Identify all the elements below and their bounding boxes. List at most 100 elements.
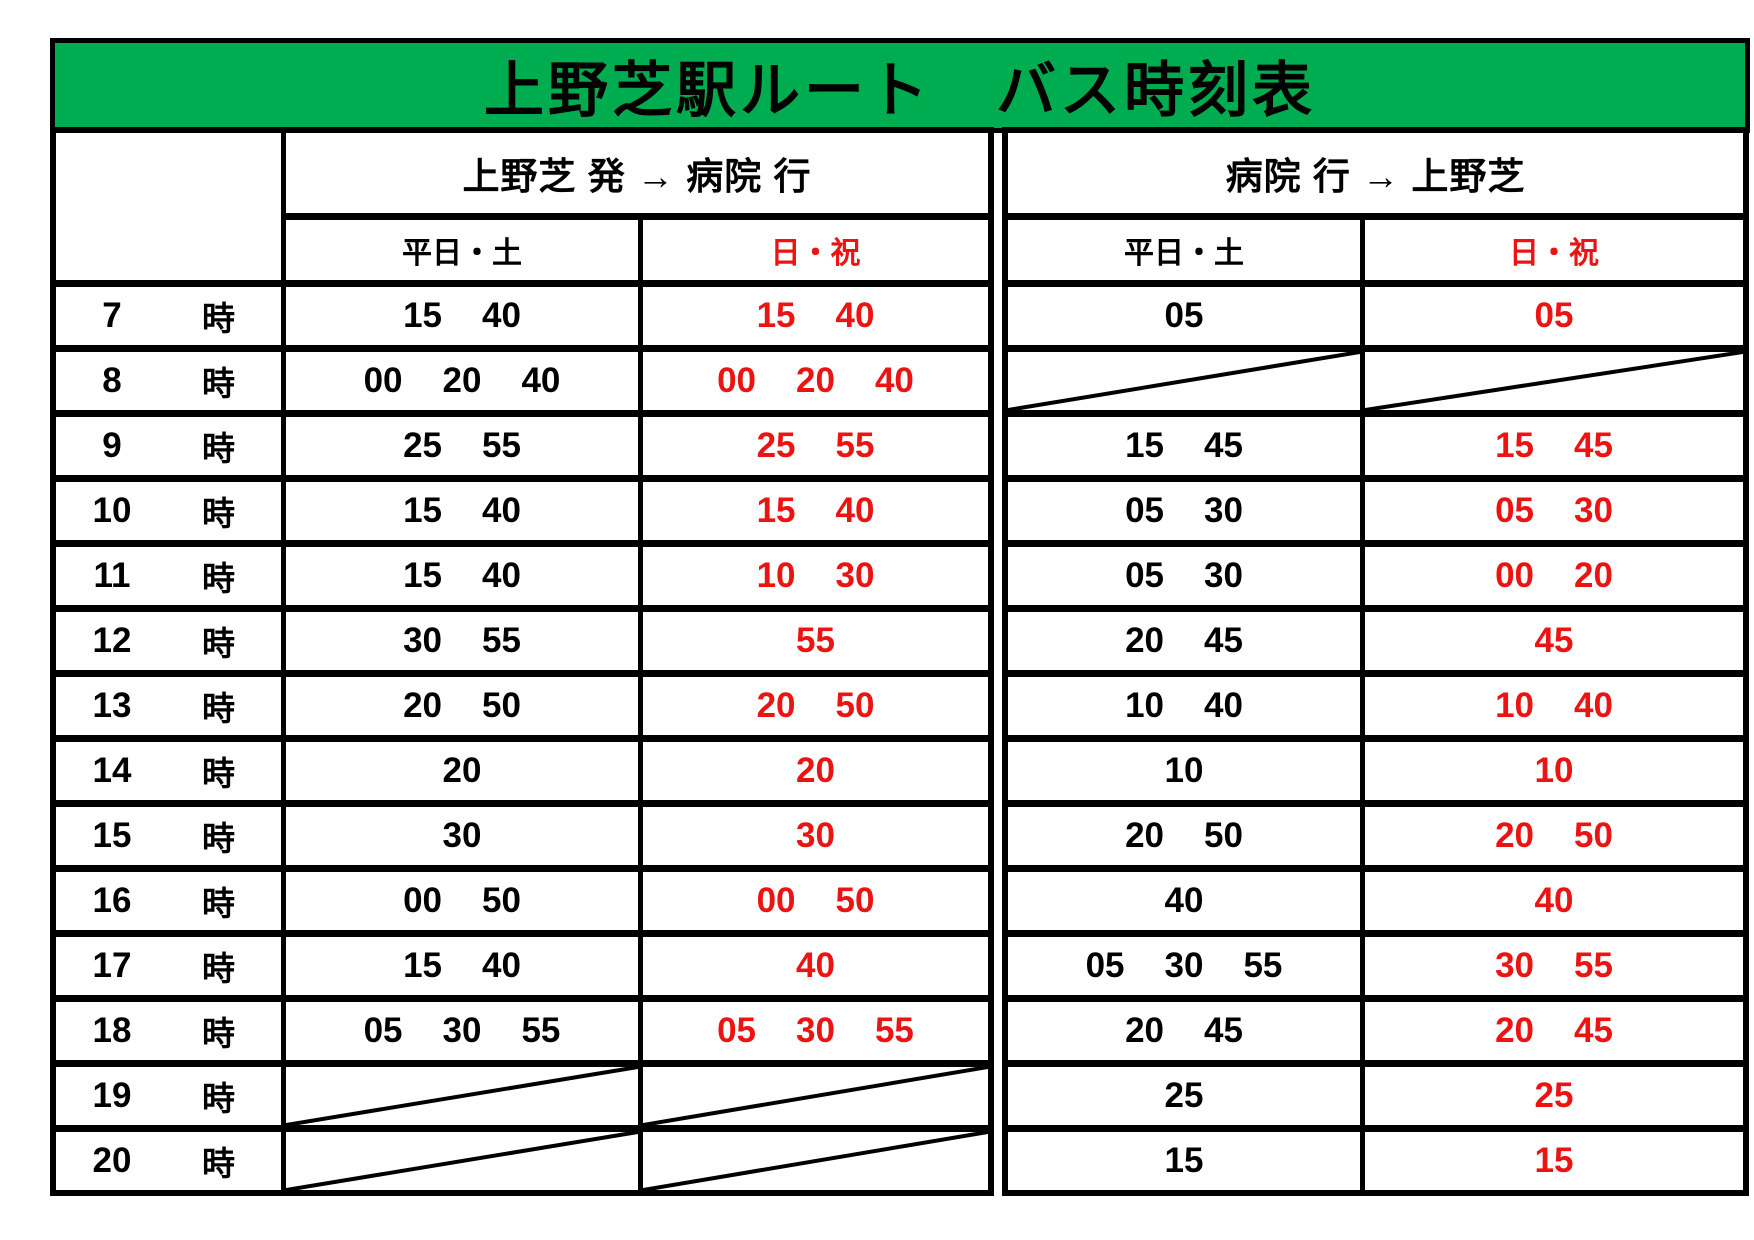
outbound-holiday-times-18: 05 30 55 — [643, 1002, 988, 1060]
inbound-holiday-header: 日・祝 — [1365, 220, 1743, 280]
outbound-weekday-times-20-no-service — [286, 1132, 638, 1190]
minute-value: 05 — [1125, 556, 1164, 595]
no-service-diagonal-line — [286, 1132, 638, 1190]
minute-value: 05 — [717, 1011, 757, 1050]
inbound-weekday-times-20: 15 — [1008, 1132, 1360, 1190]
no-service-diagonal-line — [286, 1067, 638, 1125]
hour-number: 13 — [92, 686, 132, 725]
hour-number: 9 — [102, 426, 122, 465]
inbound-weekday-times-13: 10 40 — [1008, 677, 1360, 735]
inbound-holiday-times-11: 00 20 — [1365, 547, 1743, 605]
inbound-holiday-times-13: 10 40 — [1365, 677, 1743, 735]
inbound-weekday-times-8-no-service — [1008, 352, 1360, 410]
hour-cell-11: 11 時 — [56, 547, 281, 605]
minute-value: 25 — [403, 426, 442, 465]
outbound-holiday-times-16: 00 50 — [643, 872, 988, 930]
outbound-holiday-times-10: 15 40 — [643, 482, 988, 540]
minute-value: 55 — [482, 426, 521, 465]
outbound-holiday-times-13: 20 50 — [643, 677, 988, 735]
minute-value: 45 — [1204, 426, 1243, 465]
minute-value: 25 — [756, 426, 796, 465]
minute-value: 40 — [874, 361, 914, 400]
inbound-weekday-label: 平日・土 — [1124, 237, 1244, 270]
hour-number: 18 — [92, 1011, 132, 1050]
inbound-holiday-times-18: 20 45 — [1365, 1002, 1743, 1060]
inbound-weekday-times-9: 15 45 — [1008, 417, 1360, 475]
hour-suffix: 時 — [202, 300, 235, 337]
minute-value: 45 — [1204, 1011, 1243, 1050]
minute-value: 40 — [835, 491, 875, 530]
outbound-table: 上野芝 発 → 病院 行 平日・土 日・祝 7 時 15 40 15 40 8 時 00 20 40… — [50, 127, 994, 1196]
minute-value: 55 — [835, 426, 875, 465]
inbound-table: 病院 行 → 上野芝 平日・土 日・祝 05 05 15 45 15 45 05 30 05 30… — [1002, 127, 1749, 1196]
minute-value: 15 — [1125, 426, 1164, 465]
inbound-weekday-times-10: 05 30 — [1008, 482, 1360, 540]
minute-value: 30 — [796, 1011, 835, 1050]
minute-value: 40 — [835, 296, 875, 335]
minute-value: 15 — [756, 491, 796, 530]
inbound-weekday-times-16: 40 — [1008, 872, 1360, 930]
inbound-weekday-times-17: 05 30 55 — [1008, 937, 1360, 995]
outbound-weekday-times-13: 20 50 — [286, 677, 638, 735]
inbound-holiday-times-10: 05 30 — [1365, 482, 1743, 540]
minute-value: 10 — [1125, 686, 1164, 725]
corner-blank-cell — [56, 133, 281, 280]
outbound-weekday-times-7: 15 40 — [286, 287, 638, 345]
outbound-holiday-times-9: 25 55 — [643, 417, 988, 475]
hour-suffix: 時 — [202, 430, 235, 467]
minute-value: 10 — [1164, 751, 1204, 790]
hour-suffix: 時 — [202, 1015, 235, 1052]
outbound-holiday-times-15: 30 — [643, 807, 988, 865]
inbound-holiday-times-7: 05 — [1365, 287, 1743, 345]
minute-value: 20 — [756, 686, 796, 725]
inbound-holiday-times-8-no-service — [1365, 352, 1743, 410]
hour-suffix: 時 — [202, 755, 235, 792]
minute-value: 10 — [1534, 751, 1574, 790]
minute-value: 55 — [1243, 946, 1283, 985]
minute-value: 15 — [403, 946, 442, 985]
minute-value: 40 — [482, 946, 521, 985]
inbound-weekday-times-11: 05 30 — [1008, 547, 1360, 605]
minute-value: 05 — [1164, 296, 1204, 335]
minute-value: 50 — [482, 881, 521, 920]
minute-value: 20 — [442, 751, 482, 790]
inbound-holiday-times-14: 10 — [1365, 742, 1743, 800]
minute-value: 05 — [1495, 491, 1534, 530]
outbound-holiday-times-17: 40 — [643, 937, 988, 995]
minute-value: 30 — [403, 621, 442, 660]
minute-value: 25 — [1534, 1076, 1574, 1115]
minute-value: 40 — [1574, 686, 1613, 725]
outbound-weekday-times-9: 25 55 — [286, 417, 638, 475]
minute-value: 30 — [1204, 491, 1243, 530]
minute-value: 20 — [1574, 556, 1613, 595]
minute-value: 30 — [835, 556, 875, 595]
inbound-weekday-header: 平日・土 — [1008, 220, 1360, 280]
hour-number: 15 — [92, 816, 132, 855]
hour-number: 11 — [93, 556, 131, 595]
outbound-holiday-times-8: 00 20 40 — [643, 352, 988, 410]
hour-cell-17: 17 時 — [56, 937, 281, 995]
minute-value: 20 — [796, 361, 835, 400]
no-service-diagonal-line — [1365, 352, 1743, 410]
minute-value: 20 — [1125, 621, 1164, 660]
minute-value: 20 — [1495, 816, 1534, 855]
hour-suffix: 時 — [202, 625, 235, 662]
minute-value: 30 — [1495, 946, 1534, 985]
hour-cell-19: 19 時 — [56, 1067, 281, 1125]
title-banner: 上野芝駅ルート バス時刻表 — [50, 38, 1750, 133]
minute-value: 15 — [756, 296, 796, 335]
inbound-holiday-times-15: 20 50 — [1365, 807, 1743, 865]
minute-value: 50 — [1574, 816, 1613, 855]
minute-value: 40 — [482, 296, 521, 335]
minute-value: 00 — [363, 361, 403, 400]
minute-value: 50 — [835, 686, 875, 725]
outbound-weekday-times-17: 15 40 — [286, 937, 638, 995]
inbound-weekday-times-7: 05 — [1008, 287, 1360, 345]
hour-cell-10: 10 時 — [56, 482, 281, 540]
minute-value: 40 — [1204, 686, 1243, 725]
hour-suffix: 時 — [202, 1145, 235, 1182]
outbound-weekday-times-12: 30 55 — [286, 612, 638, 670]
outbound-weekday-times-8: 00 20 40 — [286, 352, 638, 410]
